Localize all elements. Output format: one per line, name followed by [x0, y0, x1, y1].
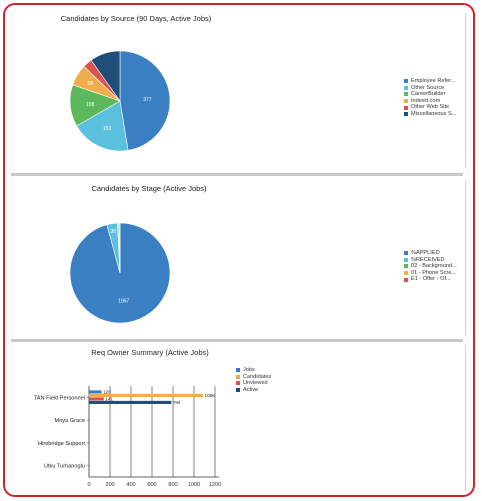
legend-label: Employee Refer...: [411, 78, 456, 84]
x-tick-label: 400: [126, 482, 135, 488]
legend-owner: Jobs Candidates Unviewed Active: [236, 367, 271, 393]
chart-title-stage: Candidates by Stage (Active Jobs): [91, 184, 207, 193]
legend-item: E1 - Offer - Of...: [404, 276, 457, 283]
legend-swatch: [404, 105, 408, 110]
bar: [89, 390, 102, 394]
pie-chart-stage: 1067 38: [69, 222, 171, 324]
legend-swatch: [236, 368, 240, 373]
legend-swatch: [404, 79, 408, 84]
x-tick-label: 1200: [209, 482, 221, 488]
chart-title-source: Candidates by Source (90 Days, Active Jo…: [60, 14, 212, 23]
legend-source: Employee Refer... Other Source CareerBuild…: [404, 78, 456, 118]
bar: [89, 413, 90, 417]
y-category-label: TAN Field Personnel: [34, 395, 85, 401]
bar-data-label: 784: [173, 400, 181, 405]
legend-item: Unviewed: [236, 380, 271, 387]
legend-label: Other Web Site: [411, 104, 450, 111]
legend-label: E1 - Offer - Of...: [411, 276, 451, 283]
legend-label: %APPLIED: [411, 250, 440, 256]
legend-stage: %APPLIED %RECEIVED 02 - Background... 01 - …: [404, 250, 457, 283]
legend-label: %RECEIVED: [411, 256, 445, 263]
pie-slice: [76, 100, 129, 152]
legend-item: Other Source: [404, 85, 456, 92]
legend-item: Jobs: [236, 367, 271, 374]
legend-label: Unviewed: [243, 380, 268, 387]
legend-item: 01 - Phone Scre...: [404, 270, 457, 277]
legend-label: Other Source: [411, 84, 445, 91]
legend-swatch: [236, 374, 240, 379]
legend-label: Miscellaneous S...: [411, 110, 457, 117]
legend-swatch: [404, 271, 408, 276]
pie-data-label: 377: [143, 97, 152, 103]
legend-label: Active: [243, 386, 259, 393]
legend-swatch: [404, 92, 408, 97]
bar-data-label: 141: [105, 396, 113, 401]
x-tick-label: 1000: [188, 482, 200, 488]
legend-item: %RECEIVED: [404, 257, 457, 264]
pie-slice: [119, 50, 171, 151]
panel-divider-vertical: [465, 345, 466, 491]
bar-data-label: 1086: [205, 393, 216, 398]
legend-item: %APPLIED: [404, 250, 457, 257]
pie-data-label: 1067: [118, 298, 129, 304]
y-category-label: Moya Grace: [55, 418, 85, 424]
x-tick-label: 200: [105, 482, 114, 488]
legend-item: Active: [236, 387, 271, 394]
legend-swatch: [404, 112, 408, 117]
legend-label: 01 - Phone Scre...: [411, 269, 457, 276]
y-category-label: Utku Turhanoglu: [44, 464, 85, 470]
legend-label: Indeed.com: [411, 97, 441, 104]
legend-swatch: [404, 277, 408, 282]
legend-label: Candidates: [243, 373, 272, 380]
bar-data-label: 120: [103, 389, 111, 394]
legend-swatch: [236, 381, 240, 386]
legend-label: 02 - Background...: [411, 263, 457, 270]
legend-item: 02 - Background...: [404, 263, 457, 270]
legend-swatch: [404, 257, 408, 262]
pie-data-label: 58: [87, 81, 93, 87]
panel-divider: [11, 339, 463, 342]
x-tick-label: 600: [147, 482, 156, 488]
legend-item: CareerBuilder: [404, 91, 456, 98]
legend-swatch: [404, 251, 408, 256]
legend-item: Indeed.com: [404, 98, 456, 105]
legend-item: Employee Refer...: [404, 78, 456, 85]
x-tick-label: 800: [168, 482, 177, 488]
panel-divider: [11, 173, 463, 176]
y-category-label: Hirebridge Support: [38, 441, 85, 447]
pie-chart-source: 377 153 108 58: [69, 50, 171, 152]
legend-label: CareerBuilder: [411, 91, 446, 98]
panel-divider-vertical: [465, 181, 466, 337]
pie-data-label: 153: [103, 126, 112, 132]
legend-swatch: [404, 264, 408, 269]
legend-swatch: [236, 388, 240, 393]
legend-item: Other Web Site: [404, 104, 456, 111]
dashboard-frame: Candidates by Source (90 Days, Active Jo…: [3, 3, 475, 497]
bar: [89, 435, 90, 439]
x-tick-label: 0: [87, 482, 90, 488]
panel-divider-vertical: [465, 13, 466, 168]
bar: [89, 393, 204, 397]
pie-data-label: 38: [111, 229, 117, 235]
pie-data-label: 108: [86, 102, 95, 108]
bar: [89, 400, 172, 404]
chart-title-owner: Req Owner Summary (Active Jobs): [91, 348, 209, 357]
legend-item: Miscellaneous S...: [404, 111, 456, 118]
bar-chart-owner: 0 200 400 600 800 1000 1200 TAN Field Personnel…: [34, 386, 221, 488]
pie-slice: [90, 50, 121, 102]
bar: [89, 397, 104, 401]
legend-label: Jobs: [243, 367, 255, 373]
legend-item: Candidates: [236, 374, 271, 381]
legend-swatch: [404, 85, 408, 90]
legend-swatch: [404, 99, 408, 104]
